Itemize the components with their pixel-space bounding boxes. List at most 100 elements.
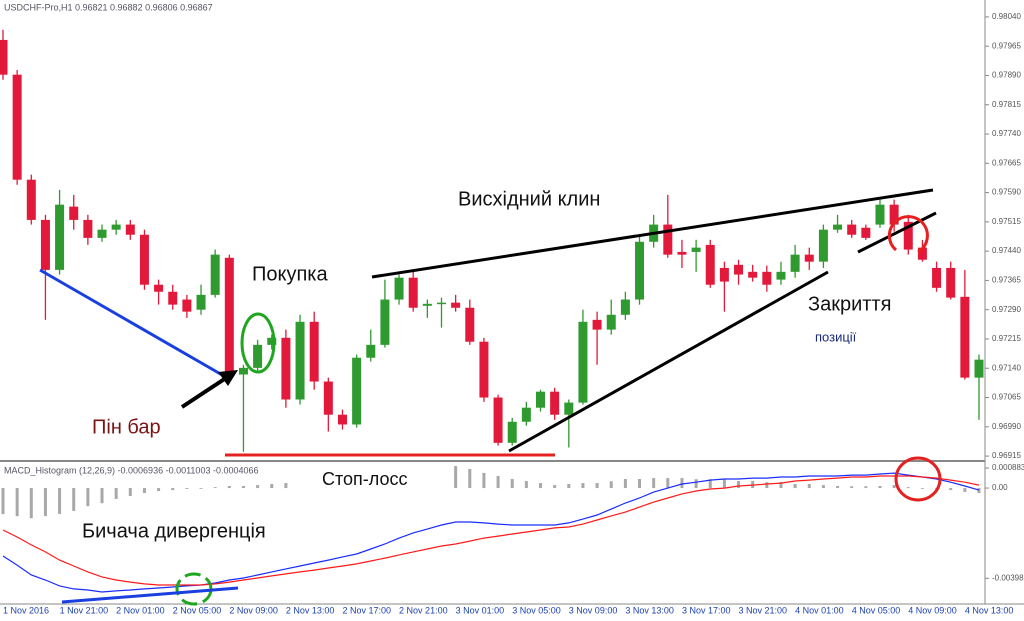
- candle-body: [196, 294, 206, 310]
- candle-body: [833, 224, 843, 230]
- candle-body: [493, 397, 503, 443]
- candle-body: [903, 221, 913, 250]
- candle-body: [267, 337, 277, 345]
- histogram-bar: [227, 486, 231, 489]
- histogram-bar: [977, 488, 981, 494]
- histogram-bar: [142, 488, 146, 494]
- candle-body: [507, 421, 517, 443]
- candle-body: [139, 234, 149, 285]
- y-tick-label: 0.97140: [992, 363, 1021, 372]
- candle-body: [422, 303, 432, 306]
- histogram-bar: [185, 488, 189, 489]
- histogram-bar: [623, 478, 627, 489]
- histogram-bar: [171, 488, 175, 491]
- histogram-bar: [454, 466, 458, 489]
- candle-body: [790, 254, 800, 272]
- candle-body: [323, 381, 333, 415]
- histogram-bar: [821, 485, 825, 489]
- candle-body: [861, 227, 871, 238]
- annotation: Закриття: [808, 293, 891, 315]
- y-tick-label: 0.97740: [992, 129, 1021, 138]
- label-box: [298, 462, 448, 494]
- candle-body: [719, 267, 729, 282]
- histogram-bar: [836, 486, 840, 489]
- candle-body: [182, 299, 192, 312]
- candle-body: [352, 357, 362, 425]
- x-tick-label: 3 Nov 05:00: [512, 605, 561, 615]
- histogram-bar: [680, 478, 684, 489]
- axes: 0.98040 0.97965 0.97890 0.97815 0.97740 0.976…: [3, 12, 1024, 615]
- x-tick-label: 4 Nov 01:00: [795, 605, 844, 615]
- histogram-bar: [793, 483, 797, 489]
- histogram-bar: [765, 482, 769, 489]
- histogram-bar: [567, 483, 571, 489]
- candle-body: [663, 224, 673, 255]
- histogram-bar: [737, 481, 741, 489]
- y-tick-label: 0.97965: [992, 41, 1021, 50]
- x-tick-label: 1 Nov 21:00: [60, 605, 109, 615]
- histogram-bar: [29, 488, 33, 519]
- candle-body: [465, 307, 475, 342]
- candle-body: [592, 319, 602, 330]
- y-tick-label: 0.97290: [992, 305, 1021, 314]
- candle-body: [564, 402, 574, 415]
- candle-body: [337, 414, 347, 425]
- candle-body: [40, 219, 50, 270]
- macd-line: [2, 472, 980, 593]
- x-tick-label: 3 Nov 13:00: [625, 605, 674, 615]
- x-tick-label: 2 Nov 09:00: [229, 605, 278, 615]
- x-tick-label: 2 Nov 05:00: [173, 605, 222, 615]
- y-tick-label: 0.97815: [992, 100, 1021, 109]
- candle-body: [111, 224, 121, 230]
- y-tick-label: 0.97665: [992, 158, 1021, 167]
- annotation: Пін бар: [92, 416, 161, 438]
- candle-body: [408, 277, 418, 308]
- candle-body: [380, 299, 390, 345]
- candle-body: [932, 267, 942, 288]
- histogram-bar: [694, 479, 698, 489]
- highlight: [240, 312, 276, 374]
- histogram-bar: [708, 479, 712, 489]
- candle-body: [946, 267, 956, 298]
- arrow: [180, 376, 228, 409]
- x-tick-label: 2 Nov 13:00: [286, 605, 335, 615]
- candle-body: [804, 254, 814, 262]
- x-tick-label: 4 Nov 09:00: [908, 605, 957, 615]
- histogram-bar: [892, 485, 896, 489]
- histogram-bar: [595, 483, 599, 489]
- histogram-bar: [496, 476, 500, 489]
- x-tick-label: 3 Nov 01:00: [456, 605, 505, 615]
- candle-body: [550, 391, 560, 415]
- candle-body: [875, 204, 885, 225]
- trend-line: [39, 268, 225, 378]
- histogram-bar: [807, 483, 811, 489]
- candle-body: [536, 391, 546, 408]
- arrow-head: [218, 370, 238, 386]
- histogram-bar: [270, 483, 274, 489]
- histogram-bar: [58, 488, 62, 514]
- y-tick-label: 0.00: [992, 483, 1008, 492]
- candle-body: [606, 314, 616, 330]
- histogram-bar: [963, 488, 967, 492]
- histogram-bar: [850, 486, 854, 489]
- histogram-bar: [86, 488, 90, 507]
- histogram-bar: [920, 488, 924, 489]
- y-tick-label: 0.96915: [992, 451, 1021, 460]
- y-tick-label: 0.000883: [992, 463, 1024, 472]
- highlight: [894, 456, 942, 502]
- histogram-bar: [241, 486, 245, 489]
- histogram-bar: [15, 488, 19, 517]
- candle-body: [889, 204, 899, 225]
- histogram-bar: [510, 478, 514, 489]
- histogram-bar: [256, 485, 260, 489]
- y-tick-label: 0.97215: [992, 334, 1021, 343]
- histogram-bar: [114, 488, 118, 499]
- candle-body: [26, 179, 36, 220]
- candle-body: [55, 204, 65, 270]
- histogram-bar: [524, 481, 528, 489]
- histogram-bar: [722, 478, 726, 489]
- histogram-bar: [949, 488, 953, 491]
- candle-body: [677, 251, 687, 255]
- histogram-bar: [609, 481, 613, 489]
- histogram-bar: [652, 478, 656, 489]
